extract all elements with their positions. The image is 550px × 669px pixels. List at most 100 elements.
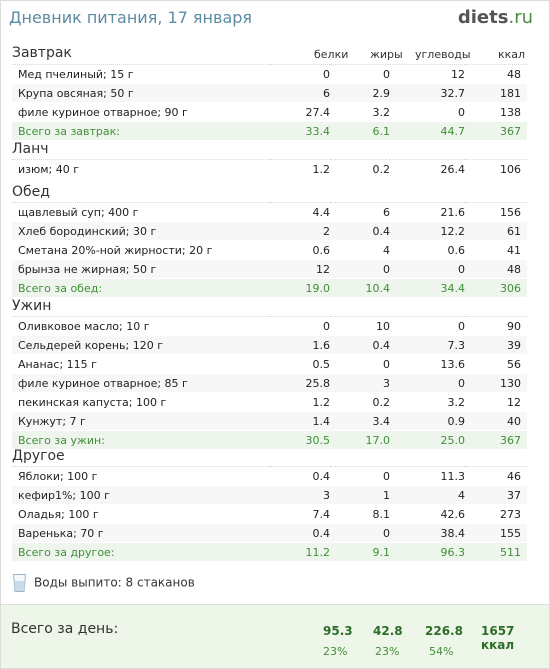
kcal-value: 40 <box>465 411 527 431</box>
table-row: Ананас; 115 г 0.5 0 13.6 56 <box>12 354 527 374</box>
kcal-value: 155 <box>465 523 527 543</box>
meal-table-supper: Оливковое масло; 10 г 0 10 0 90 Сельдерей ко… <box>12 316 527 450</box>
fat-value: 8.1 <box>330 504 390 524</box>
total-kcal: 306 <box>465 278 527 298</box>
day-total-label: Всего за день: <box>11 621 119 637</box>
carbs-value: 12.2 <box>390 221 465 241</box>
kcal-value: 39 <box>465 335 527 355</box>
carbs-value: 12 <box>390 64 465 84</box>
carbs-value: 38.4 <box>390 523 465 543</box>
fat-value: 6 <box>330 202 390 222</box>
total-protein: 19.0 <box>270 278 330 298</box>
protein-value: 0.6 <box>270 240 330 260</box>
kcal-value: 48 <box>465 259 527 279</box>
water-glass-icon <box>12 574 27 592</box>
table-row: Сметана 20%-ной жирности; 20 г 0.6 4 0.6 41 <box>12 240 527 260</box>
column-fat: жиры <box>370 48 403 61</box>
logo-main: diets <box>457 7 509 28</box>
fat-value: 2.9 <box>330 83 390 103</box>
kcal-value: 181 <box>465 83 527 103</box>
total-carbs: 44.7 <box>390 121 465 141</box>
table-row: Оладья; 100 г 7.4 8.1 42.6 273 <box>12 504 527 524</box>
food-name: Кунжут; 7 г <box>12 411 270 431</box>
kcal-value: 130 <box>465 373 527 393</box>
food-name: Варенька; 70 г <box>12 523 270 543</box>
table-row: филе куриное отварное; 90 г 27.4 3.2 0 138 <box>12 102 527 122</box>
fat-value: 0 <box>330 259 390 279</box>
kcal-value: 273 <box>465 504 527 524</box>
protein-value: 0 <box>270 64 330 84</box>
total-label: Всего за завтрак: <box>12 121 270 141</box>
carbs-value: 21.6 <box>390 202 465 222</box>
food-name: Ананас; 115 г <box>12 354 270 374</box>
protein-value: 6 <box>270 83 330 103</box>
water-summary: Воды выпито: 8 стаканов <box>12 574 195 596</box>
food-name: Оладья; 100 г <box>12 504 270 524</box>
kcal-value: 106 <box>465 159 527 179</box>
protein-value: 0 <box>270 316 330 336</box>
food-name: пекинская капуста; 100 г <box>12 392 270 412</box>
meal-title: Ланч <box>12 141 49 157</box>
water-text: Воды выпито: 8 стаканов <box>34 575 195 590</box>
carbs-value: 26.4 <box>390 159 465 179</box>
kcal-value: 41 <box>465 240 527 260</box>
table-row: кефир1%; 100 г 3 1 4 37 <box>12 485 527 505</box>
meal-title: Обед <box>12 184 50 200</box>
food-name: Сметана 20%-ной жирности; 20 г <box>12 240 270 260</box>
total-label: Всего за другое: <box>12 542 270 562</box>
protein-value: 1.2 <box>270 392 330 412</box>
fat-value: 1 <box>330 485 390 505</box>
fat-value: 0.4 <box>330 335 390 355</box>
food-name: щавлевый суп; 400 г <box>12 202 270 222</box>
table-row: Хлеб бородинский; 30 г 2 0.4 12.2 61 <box>12 221 527 241</box>
total-fat: 10.4 <box>330 278 390 298</box>
fat-value: 0 <box>330 466 390 486</box>
kcal-value: 90 <box>465 316 527 336</box>
total-kcal: 367 <box>465 430 527 450</box>
header: Дневник питания, 17 января diets.ru <box>0 0 550 34</box>
carbs-value: 11.3 <box>390 466 465 486</box>
carbs-value: 7.3 <box>390 335 465 355</box>
carbs-value: 13.6 <box>390 354 465 374</box>
protein-value: 2 <box>270 221 330 241</box>
meal-title: Ужин <box>12 298 52 314</box>
total-label: Всего за обед: <box>12 278 270 298</box>
food-name: филе куриное отварное; 90 г <box>12 102 270 122</box>
table-row: Яблоки; 100 г 0.4 0 11.3 46 <box>12 466 527 486</box>
total-fat: 6.1 <box>330 121 390 141</box>
fat-value: 0.2 <box>330 392 390 412</box>
protein-value: 7.4 <box>270 504 330 524</box>
food-name: Мед пчелиный; 15 г <box>12 64 270 84</box>
kcal-value: 48 <box>465 64 527 84</box>
total-carbs: 96.3 <box>390 542 465 562</box>
meal-total-row: Всего за завтрак: 33.4 6.1 44.7 367 <box>12 121 527 141</box>
kcal-value: 138 <box>465 102 527 122</box>
table-row: Мед пчелиный; 15 г 0 0 12 48 <box>12 64 527 84</box>
food-name: Яблоки; 100 г <box>12 466 270 486</box>
fat-value: 0.4 <box>330 221 390 241</box>
meal-table-lunch: изюм; 40 г 1.2 0.2 26.4 106 <box>12 159 527 179</box>
table-row: пекинская капуста; 100 г 1.2 0.2 3.2 12 <box>12 392 527 412</box>
food-name: Оливковое масло; 10 г <box>12 316 270 336</box>
carbs-value: 32.7 <box>390 83 465 103</box>
fat-value: 3 <box>330 373 390 393</box>
fat-value: 0 <box>330 64 390 84</box>
total-protein: 33.4 <box>270 121 330 141</box>
total-protein: 11.2 <box>270 542 330 562</box>
table-row: Крупа овсяная; 50 г 6 2.9 32.7 181 <box>12 83 527 103</box>
fat-value: 3.2 <box>330 102 390 122</box>
carbs-value: 0 <box>390 102 465 122</box>
food-name: кефир1%; 100 г <box>12 485 270 505</box>
food-name: Хлеб бородинский; 30 г <box>12 221 270 241</box>
protein-value: 0.4 <box>270 466 330 486</box>
meal-title: Другое <box>12 448 65 464</box>
total-kcal: 511 <box>465 542 527 562</box>
protein-value: 1.2 <box>270 159 330 179</box>
table-row: Варенька; 70 г 0.4 0 38.4 155 <box>12 523 527 543</box>
logo[interactable]: diets.ru <box>458 7 533 28</box>
protein-value: 25.8 <box>270 373 330 393</box>
protein-value: 0.4 <box>270 523 330 543</box>
food-name: Крупа овсяная; 50 г <box>12 83 270 103</box>
